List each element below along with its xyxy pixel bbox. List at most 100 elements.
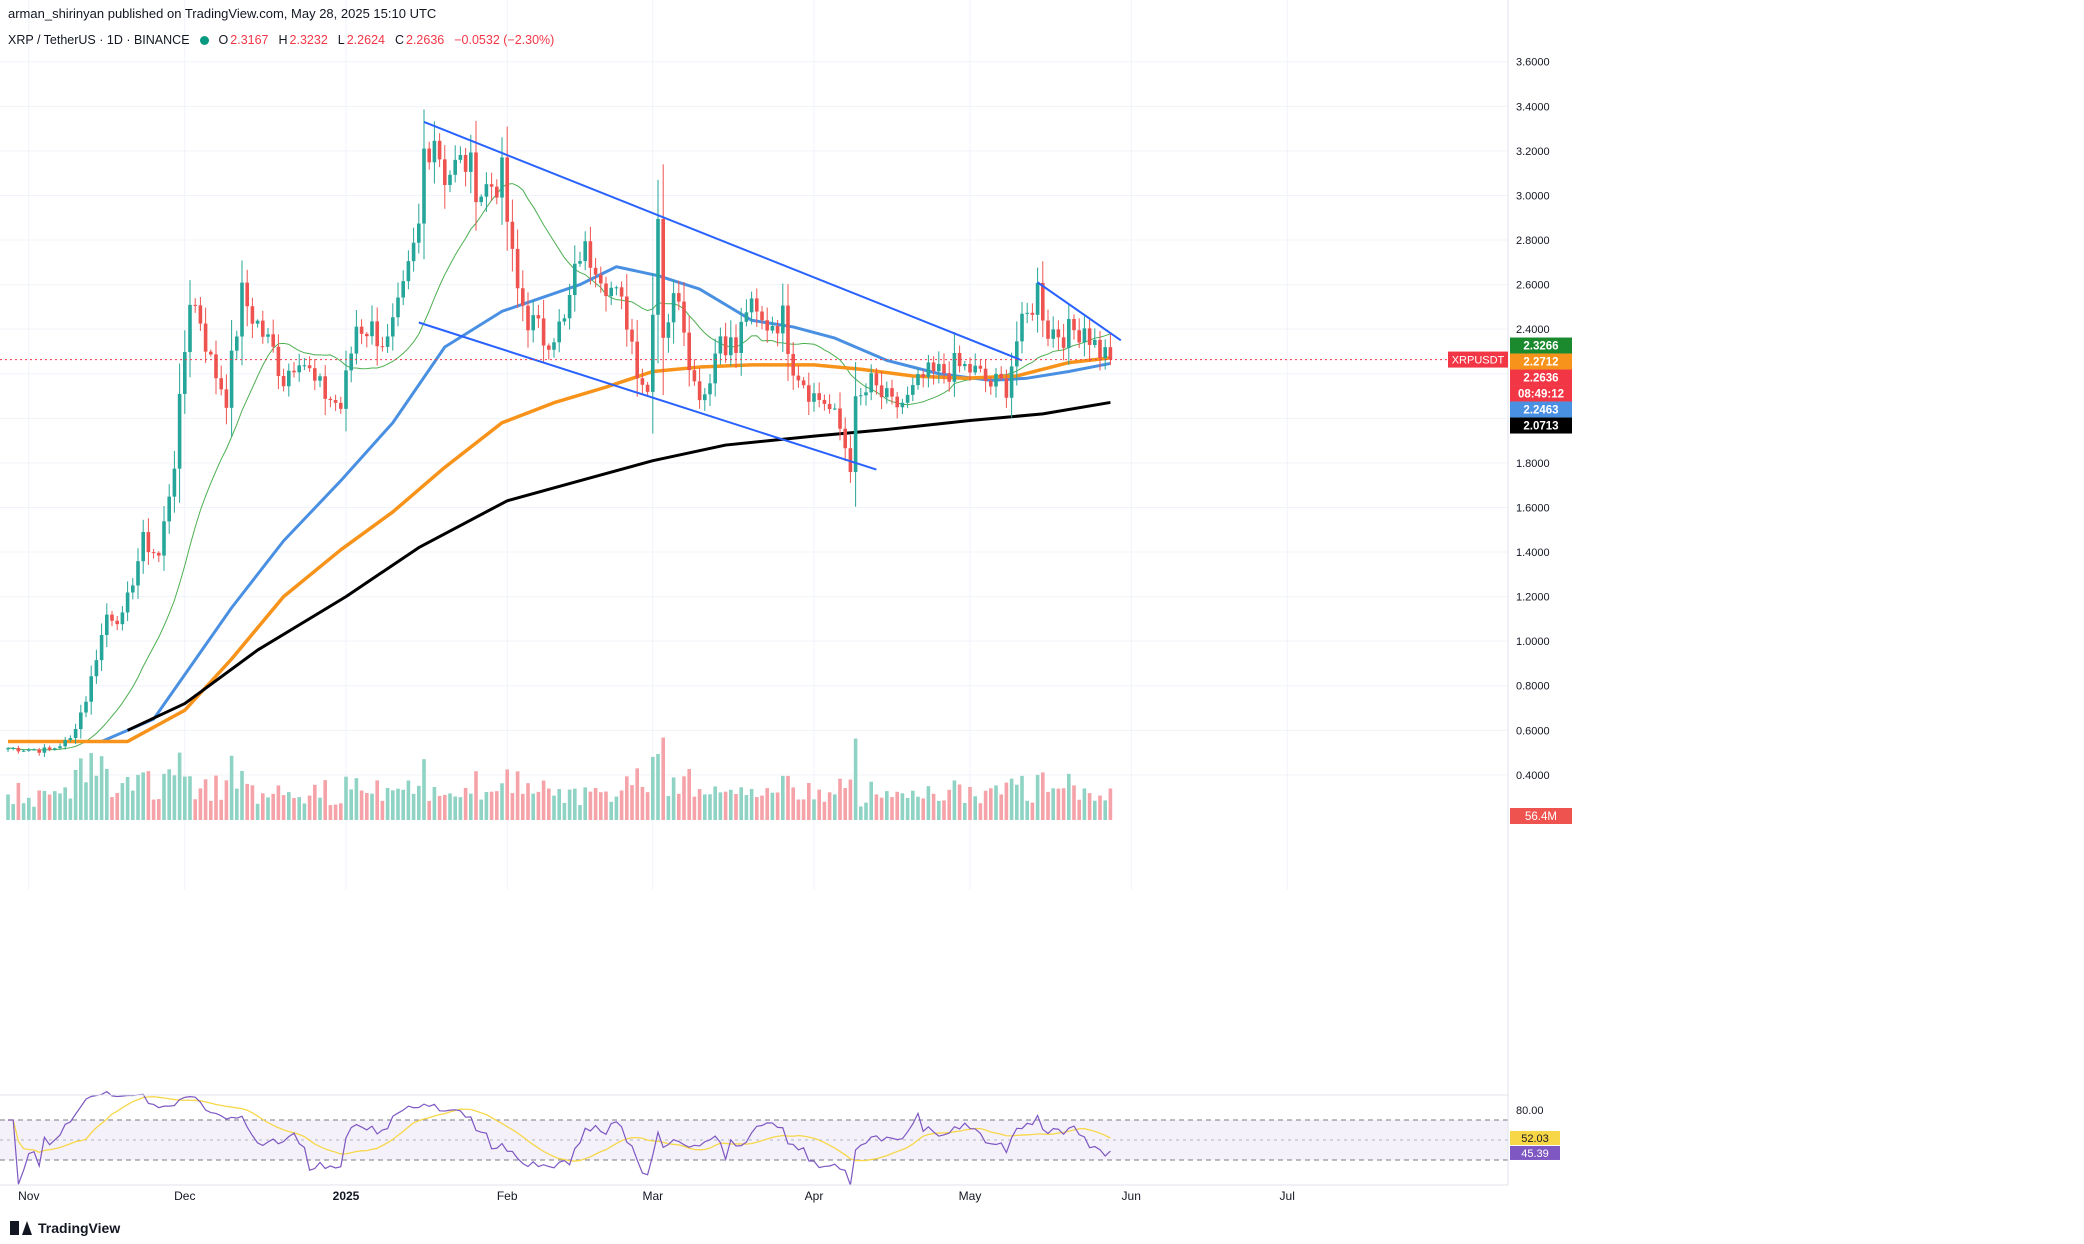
candle-body — [79, 712, 83, 730]
volume-bar — [926, 786, 931, 820]
candle-body — [136, 561, 140, 586]
time-tick-label: Feb — [497, 1189, 518, 1203]
candle-body — [313, 368, 317, 381]
candle-body — [666, 322, 671, 338]
candle-body — [32, 749, 36, 751]
candle-body — [973, 365, 977, 373]
candle-body — [994, 373, 998, 387]
volume-bar — [994, 785, 998, 820]
candle-body — [1067, 319, 1071, 348]
ohlc-high: H 2.3232 — [278, 33, 328, 47]
volume-bar — [141, 772, 145, 820]
volume-bar — [770, 792, 775, 820]
candle-body — [599, 274, 603, 284]
candle-body — [833, 408, 837, 410]
candle-body — [937, 364, 941, 372]
candle-body — [157, 552, 161, 556]
volume-bar — [339, 803, 343, 820]
volume-bar — [32, 806, 36, 820]
candlesticks[interactable] — [6, 109, 1113, 757]
volume-bar — [703, 794, 707, 820]
volume-label-text: 56.4M — [1525, 811, 1557, 823]
volume-bar — [775, 792, 780, 820]
volume-bar — [911, 790, 915, 820]
volume-bar — [323, 780, 327, 820]
candle-body — [557, 321, 561, 343]
volume-bar — [105, 768, 109, 820]
candle-body — [453, 159, 457, 175]
volume-bar — [443, 794, 447, 820]
volume-bar — [224, 780, 229, 820]
symbol-tag-box — [1448, 351, 1508, 368]
volume-bar — [827, 792, 832, 820]
candle-body — [1041, 282, 1045, 321]
volume-bar — [885, 791, 889, 820]
candle-body — [781, 305, 785, 334]
volume-bar — [692, 796, 697, 820]
candle-body — [1108, 347, 1113, 360]
rsi-value-text: 52.03 — [1521, 1133, 1549, 1145]
candle-body — [905, 394, 910, 403]
candle-body — [765, 320, 769, 331]
candle-body — [879, 385, 884, 398]
candle-body — [978, 365, 983, 369]
volume-bar — [812, 799, 816, 820]
candle-body — [786, 305, 790, 354]
volume-bar — [27, 797, 31, 820]
price-label-text: 2.2636 — [1523, 373, 1558, 385]
candle-body — [219, 378, 223, 390]
volume-bar — [318, 797, 322, 820]
rsi-band — [0, 1120, 1508, 1160]
volume-bar — [604, 791, 608, 820]
volume-bar — [807, 783, 811, 820]
volume-bar — [593, 788, 598, 820]
candle-body — [1015, 341, 1019, 367]
volume-bar — [162, 773, 166, 820]
candle-body — [89, 676, 93, 702]
volume-bar — [365, 792, 369, 820]
candle-body — [302, 365, 307, 367]
volume-bar — [99, 756, 104, 820]
volume-bar — [1098, 795, 1102, 820]
volume-bar — [47, 794, 52, 820]
candle-body — [656, 218, 660, 315]
volume-bar — [16, 782, 21, 820]
volume-bar — [401, 789, 405, 820]
volume-bar — [1020, 775, 1024, 820]
candle-body — [489, 184, 494, 187]
volume-bar — [271, 793, 275, 820]
candle-body — [640, 378, 645, 385]
candle-body — [947, 373, 951, 382]
candle-body — [541, 318, 546, 346]
candle-body — [1020, 313, 1024, 342]
volume-bar — [687, 769, 691, 820]
volume-bar — [1061, 788, 1066, 820]
symbol-title[interactable]: XRP / TetherUS · 1D · BINANCE — [8, 33, 190, 47]
time-tick-label: Apr — [805, 1189, 824, 1203]
price-label-box — [1510, 353, 1572, 370]
candle-body — [536, 315, 541, 319]
price-label-text: 2.2463 — [1523, 405, 1558, 417]
candle-body — [469, 152, 473, 172]
tradingview-logo[interactable]: TradingView — [10, 1220, 120, 1236]
volume-bar — [151, 799, 156, 820]
candle-body — [651, 314, 655, 392]
volume-bar — [1056, 788, 1061, 820]
time-tick-label: Dec — [174, 1189, 195, 1203]
candle-body — [573, 263, 577, 296]
trendlines[interactable] — [418, 120, 1122, 471]
candle-body — [21, 750, 26, 752]
volume-bar — [203, 779, 208, 820]
price-tick-label: 3.6000 — [1516, 57, 1550, 69]
volume-bar — [1082, 788, 1087, 820]
candle-body — [853, 396, 858, 473]
price-label-box — [1510, 369, 1572, 386]
candle-body — [271, 334, 275, 347]
price-label-text: 2.2712 — [1523, 357, 1558, 369]
ohlc-change: −0.0532 (−2.30%) — [454, 33, 555, 47]
price-tick-label: 1.0000 — [1516, 636, 1550, 648]
price-label-text: 08:49:12 — [1518, 389, 1564, 401]
candle-body — [37, 749, 41, 753]
